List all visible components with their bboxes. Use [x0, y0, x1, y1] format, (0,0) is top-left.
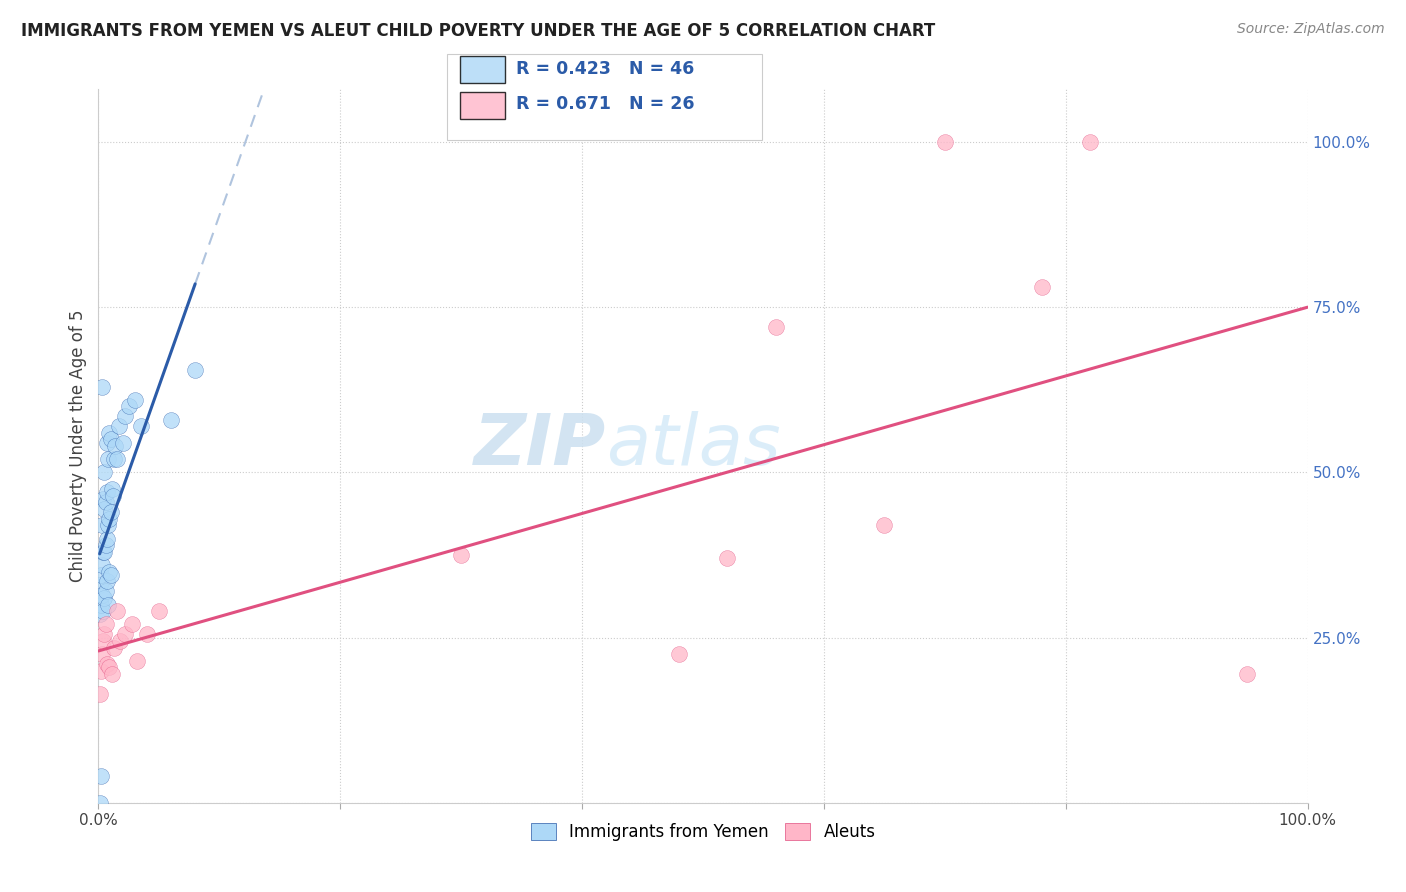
- Point: [668, 647, 690, 661]
- Point: [91, 634, 114, 648]
- Point: [103, 640, 125, 655]
- Point: [96, 435, 118, 450]
- Point: [98, 565, 121, 579]
- Point: [100, 433, 122, 447]
- Point: [1236, 667, 1258, 681]
- Point: [114, 627, 136, 641]
- Point: [121, 617, 143, 632]
- Point: [96, 485, 118, 500]
- Point: [129, 419, 152, 434]
- Point: [98, 425, 121, 440]
- Point: [93, 466, 115, 480]
- Point: [89, 578, 111, 592]
- Point: [96, 657, 118, 671]
- Point: [93, 591, 115, 605]
- Point: [91, 588, 114, 602]
- Point: [91, 647, 114, 661]
- Point: [97, 452, 120, 467]
- Point: [114, 409, 136, 424]
- Point: [90, 769, 112, 783]
- Point: [90, 567, 112, 582]
- Text: R = 0.423   N = 46: R = 0.423 N = 46: [516, 60, 695, 78]
- Text: IMMIGRANTS FROM YEMEN VS ALEUT CHILD POVERTY UNDER THE AGE OF 5 CORRELATION CHAR: IMMIGRANTS FROM YEMEN VS ALEUT CHILD POV…: [21, 22, 935, 40]
- Point: [91, 379, 114, 393]
- Point: [89, 687, 111, 701]
- Point: [934, 135, 956, 149]
- Point: [93, 545, 115, 559]
- Point: [135, 627, 157, 641]
- Text: atlas: atlas: [606, 411, 780, 481]
- Text: Source: ZipAtlas.com: Source: ZipAtlas.com: [1237, 22, 1385, 37]
- Point: [108, 634, 131, 648]
- Point: [100, 567, 122, 582]
- Text: ZIP: ZIP: [474, 411, 606, 481]
- Point: [105, 604, 128, 618]
- Point: [90, 664, 112, 678]
- Point: [184, 363, 207, 377]
- Point: [89, 796, 111, 810]
- Point: [96, 574, 118, 589]
- Point: [97, 598, 120, 612]
- Point: [91, 545, 114, 559]
- Point: [118, 400, 141, 414]
- Point: [94, 617, 117, 632]
- Point: [1031, 280, 1053, 294]
- Point: [105, 452, 128, 467]
- Point: [148, 604, 170, 618]
- Point: [100, 505, 122, 519]
- Point: [127, 654, 149, 668]
- Point: [124, 392, 146, 407]
- Point: [101, 489, 124, 503]
- Point: [94, 495, 117, 509]
- Point: [100, 482, 122, 496]
- Point: [1078, 135, 1101, 149]
- Point: [98, 511, 121, 525]
- Point: [765, 320, 787, 334]
- Point: [90, 598, 112, 612]
- Point: [716, 551, 738, 566]
- Point: [89, 607, 111, 622]
- Legend: Immigrants from Yemen, Aleuts: Immigrants from Yemen, Aleuts: [524, 816, 882, 848]
- Point: [93, 627, 115, 641]
- Point: [111, 435, 134, 450]
- Point: [94, 538, 117, 552]
- Point: [873, 518, 896, 533]
- Point: [100, 667, 122, 681]
- Point: [103, 452, 125, 467]
- Point: [91, 558, 114, 572]
- Point: [96, 532, 118, 546]
- Point: [94, 584, 117, 599]
- Point: [91, 491, 114, 506]
- Point: [98, 660, 121, 674]
- Point: [450, 548, 472, 562]
- Y-axis label: Child Poverty Under the Age of 5: Child Poverty Under the Age of 5: [69, 310, 87, 582]
- Point: [93, 501, 115, 516]
- Point: [108, 419, 131, 434]
- Point: [91, 518, 114, 533]
- Text: R = 0.671   N = 26: R = 0.671 N = 26: [516, 95, 695, 113]
- Point: [160, 412, 183, 426]
- Point: [97, 518, 120, 533]
- Point: [91, 604, 114, 618]
- Point: [104, 439, 127, 453]
